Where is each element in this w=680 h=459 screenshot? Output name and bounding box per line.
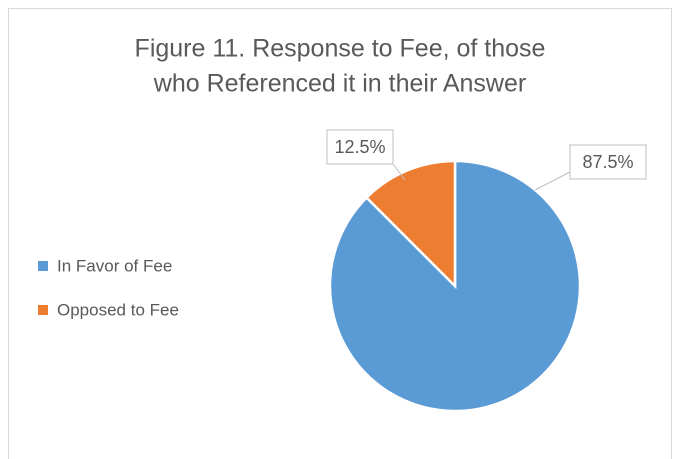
- data-label: 12.5%: [334, 137, 385, 157]
- data-label-box: [569, 144, 647, 180]
- chart-title: who Referenced it in their Answer: [153, 70, 526, 98]
- data-label-box: [326, 129, 394, 165]
- pie-slice: [364, 159, 457, 290]
- legend-swatch: [38, 261, 48, 271]
- legend-label: In Favor of Fee: [57, 256, 172, 275]
- leader-line: [392, 163, 406, 181]
- data-label: 87.5%: [582, 152, 633, 172]
- legend-swatch: [38, 305, 48, 315]
- chart-title: Figure 11. Response to Fee, of those: [135, 35, 546, 63]
- leader-line: [534, 171, 571, 191]
- legend-label: Opposed to Fee: [57, 300, 179, 319]
